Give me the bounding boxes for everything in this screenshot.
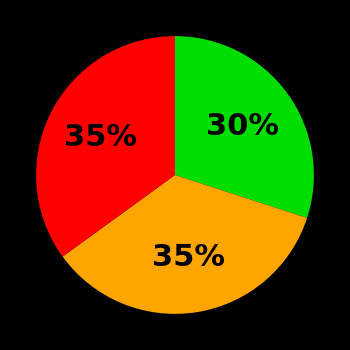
- Wedge shape: [63, 175, 307, 314]
- Text: 35%: 35%: [64, 122, 137, 152]
- Wedge shape: [36, 36, 175, 257]
- Text: 35%: 35%: [152, 243, 225, 272]
- Text: 30%: 30%: [206, 112, 279, 140]
- Wedge shape: [175, 36, 314, 218]
